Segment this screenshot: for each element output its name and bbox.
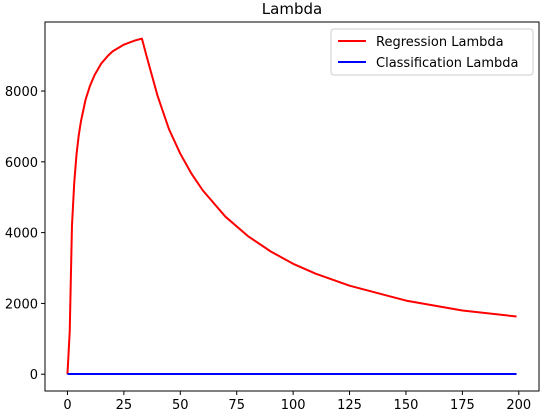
chart-title: Lambda — [262, 0, 322, 18]
legend: Regression Lambda Classification Lambda — [330, 28, 534, 76]
y-tick-label: 2000 — [5, 297, 38, 312]
x-tick-label: 75 — [228, 398, 245, 413]
y-axis: 0 2000 4000 6000 8000 — [5, 85, 45, 383]
plot-area — [44, 21, 540, 392]
x-tick-label: 150 — [394, 398, 419, 413]
legend-label-regression-lambda: Regression Lambda — [376, 35, 504, 50]
plot-frame — [44, 21, 540, 392]
y-tick-label: 6000 — [5, 156, 38, 171]
x-axis: 0 25 50 75 100 125 150 175 200 — [63, 391, 531, 413]
y-tick-label: 4000 — [5, 227, 38, 242]
x-tick-label: 50 — [172, 398, 189, 413]
x-tick-label: 100 — [281, 398, 306, 413]
legend-box — [330, 28, 534, 76]
y-tick-label: 0 — [30, 368, 38, 383]
x-tick-label: 25 — [116, 398, 133, 413]
series-line-regression-lambda — [66, 37, 517, 375]
y-tick-label: 8000 — [5, 85, 38, 100]
x-tick-label: 0 — [63, 398, 71, 413]
legend-label-classification-lambda: Classification Lambda — [376, 56, 519, 71]
x-tick-label: 125 — [337, 398, 362, 413]
x-tick-label: 175 — [450, 398, 475, 413]
x-tick-label: 200 — [506, 398, 531, 413]
